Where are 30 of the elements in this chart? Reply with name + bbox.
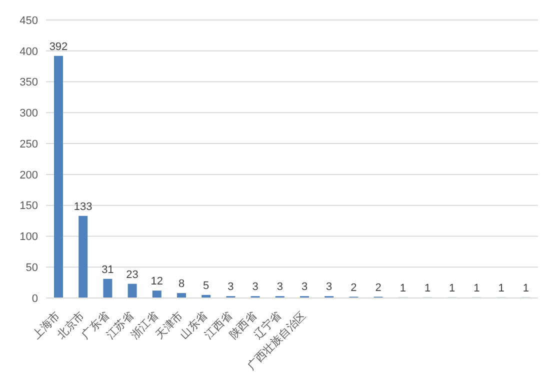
y-tick-label: 50 bbox=[26, 262, 38, 274]
data-label: 23 bbox=[126, 268, 138, 281]
data-label: 2 bbox=[350, 282, 357, 294]
y-tick-label: 250 bbox=[20, 138, 38, 150]
data-label: 12 bbox=[150, 276, 164, 288]
y-tick-label: 450 bbox=[20, 14, 38, 27]
data-label: 1 bbox=[522, 282, 529, 294]
data-label: 1 bbox=[498, 282, 504, 294]
y-tick-label: 0 bbox=[32, 292, 38, 305]
y-tick-label: 400 bbox=[20, 46, 38, 58]
y-tick-label: 350 bbox=[20, 76, 38, 89]
data-label: 392 bbox=[49, 40, 68, 53]
y-tick-label: 100 bbox=[20, 231, 38, 244]
data-label: 3 bbox=[252, 281, 258, 294]
data-label: 31 bbox=[102, 264, 114, 276]
data-label: 1 bbox=[400, 282, 406, 294]
data-label: 133 bbox=[74, 200, 92, 213]
data-label: 1 bbox=[424, 282, 431, 294]
data-label: 5 bbox=[203, 280, 210, 292]
data-label: 3 bbox=[276, 281, 283, 294]
data-label: 3 bbox=[228, 281, 234, 294]
y-tick-label: 200 bbox=[20, 169, 38, 182]
data-label: 8 bbox=[178, 278, 185, 290]
data-label: 3 bbox=[301, 281, 308, 294]
data-label: 1 bbox=[449, 282, 456, 294]
y-tick-label: 150 bbox=[20, 200, 38, 212]
data-label: 2 bbox=[375, 282, 382, 294]
data-label: 3 bbox=[326, 281, 332, 294]
data-label: 1 bbox=[474, 282, 480, 294]
y-tick-label: 300 bbox=[20, 108, 38, 120]
